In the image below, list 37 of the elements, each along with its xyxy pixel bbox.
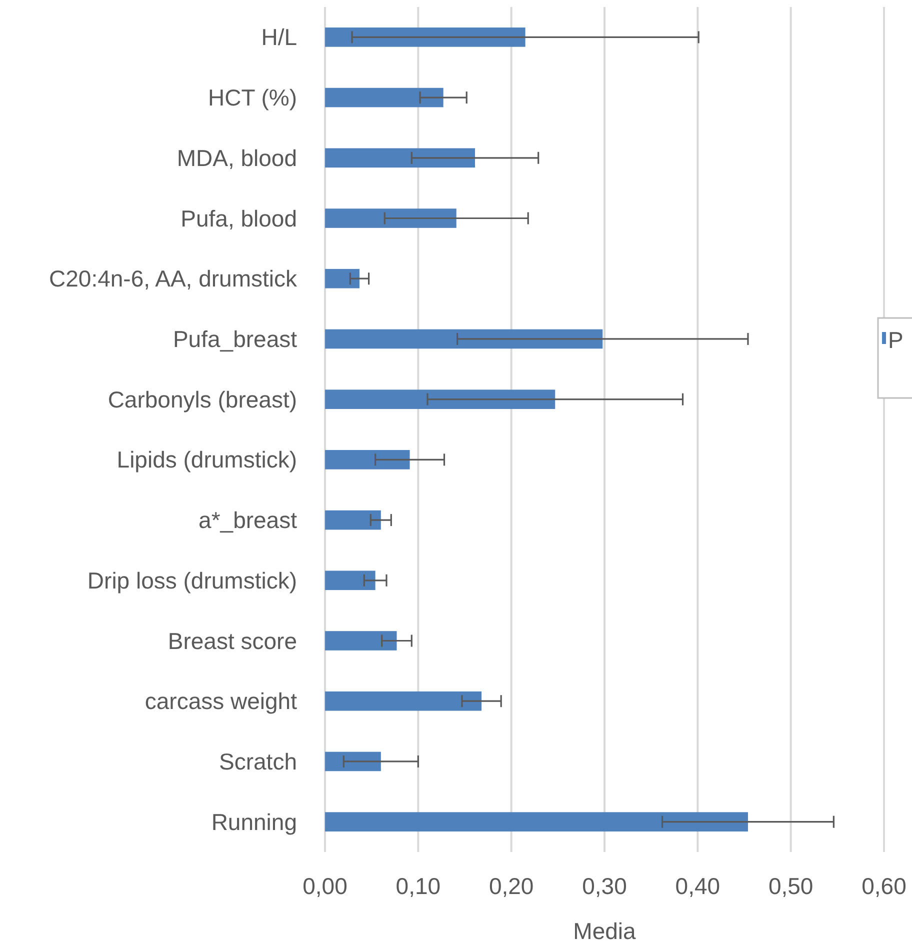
legend-label: P [888, 327, 904, 353]
x-tick-label: 0,60 [862, 873, 906, 899]
bar [325, 752, 381, 772]
x-tick-label: 0,10 [396, 873, 441, 899]
y-tick-label: H/L [261, 24, 298, 50]
y-tick-label: Breast score [168, 628, 297, 654]
x-tick-label: 0,30 [582, 873, 627, 899]
x-tick-label: 0,40 [675, 873, 720, 899]
bar [325, 268, 360, 288]
bar [325, 208, 456, 228]
y-tick-label: Drip loss (drumstick) [87, 567, 297, 594]
bar [325, 390, 556, 409]
x-tick-label: 0,20 [488, 873, 534, 899]
y-tick-label: Scratch [219, 748, 297, 775]
bar [325, 88, 444, 108]
bar [325, 631, 397, 650]
bar [325, 570, 376, 590]
y-tick-label: HCT (%) [208, 84, 297, 111]
x-axis-title: Media [573, 918, 636, 944]
bar [325, 510, 381, 530]
y-tick-label: Running [211, 808, 297, 835]
x-tick-label: 0,00 [302, 873, 348, 899]
y-tick-label: carcass weight [144, 688, 298, 714]
bar [325, 812, 748, 832]
bar [325, 28, 526, 47]
bar [325, 329, 603, 349]
bar [325, 450, 410, 470]
y-tick-label: Pufa, blood [180, 205, 297, 232]
y-tick-label: Carbonyls (breast) [108, 386, 297, 412]
x-tick-label: 0,50 [768, 873, 814, 899]
y-tick-label: C20:4n-6, AA, drumstick [49, 266, 298, 292]
y-tick-label: MDA, blood [176, 144, 297, 171]
bar [325, 148, 475, 168]
y-tick-label: Lipids (drumstick) [116, 446, 297, 473]
y-tick-label: Pufa_breast [172, 326, 298, 352]
bar [325, 691, 482, 711]
y-tick-label: a*_breast [198, 507, 298, 534]
